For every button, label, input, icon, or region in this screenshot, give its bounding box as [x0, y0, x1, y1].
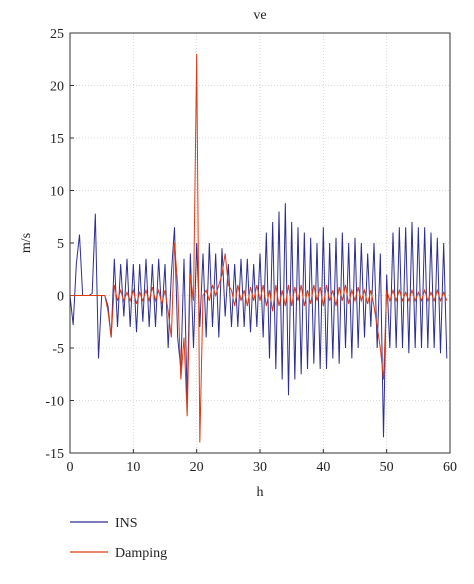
x-tick-label: 0	[67, 460, 74, 475]
legend-label: Damping	[115, 546, 167, 561]
y-tick-label: 0	[57, 290, 64, 305]
x-tick-label: 40	[316, 460, 330, 475]
x-axis-label: h	[257, 485, 264, 500]
x-tick-label: 30	[253, 460, 267, 475]
y-tick-label: -15	[45, 447, 64, 462]
data-line	[69, 203, 448, 438]
x-tick-label: 10	[126, 460, 140, 475]
y-tick-label: 10	[50, 185, 64, 200]
y-tick-label: -10	[45, 395, 64, 410]
x-tick-label: 20	[190, 460, 204, 475]
y-tick-label: -5	[52, 342, 64, 357]
x-tick-label: 60	[443, 460, 457, 475]
y-axis-label: m/s	[19, 233, 34, 253]
x-tick-label: 50	[380, 460, 394, 475]
y-tick-label: 5	[57, 237, 64, 252]
plot-frame	[69, 32, 451, 454]
y-tick-label: 25	[50, 27, 64, 42]
data-line	[70, 53, 448, 443]
y-tick-label: 15	[50, 132, 64, 147]
y-tick-label: 20	[50, 80, 64, 95]
legend-label: INS	[115, 516, 138, 531]
chart-title: ve	[253, 8, 266, 23]
